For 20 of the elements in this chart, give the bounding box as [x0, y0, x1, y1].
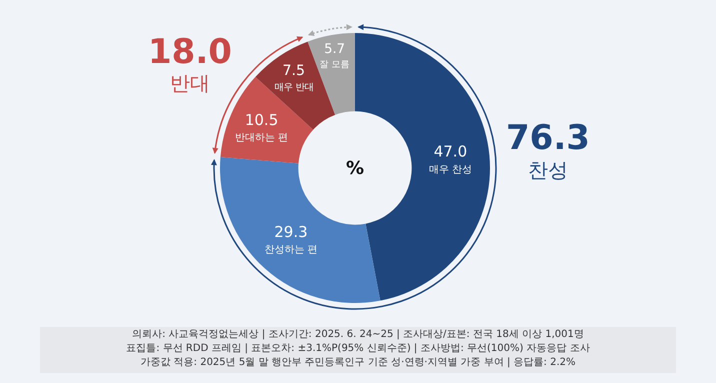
slice-label: 매우 찬성: [428, 164, 472, 176]
donut-slice: [220, 156, 380, 303]
donut-slice: [220, 76, 314, 164]
slice-label: 찬성하는 편: [264, 244, 318, 256]
slice-label: 잘 모름: [320, 60, 350, 70]
data-label: 5.7: [324, 42, 346, 58]
text: 의뢰사: 사교육걱정없는세상 | 조사기간: 2025. 6. 24~25 | 조사대상/표본: 전국 18세 이상 1,001명: [132, 329, 584, 340]
text: 반대: [170, 71, 210, 95]
slice-label: 매우 반대: [274, 82, 314, 93]
text: 표집틀: 무선 RDD 프레임 | 표본오차: ±3.1%P(95% 신뢰수준) | 조사방법: 무선(100%) 자동응답 조사: [126, 343, 590, 354]
text: 찬성: [528, 158, 568, 182]
data-label: 10.5: [244, 110, 278, 129]
slice-label: 반대하는 편: [234, 132, 288, 144]
text: 76.3: [506, 118, 590, 158]
text: %: [346, 158, 364, 179]
text: 18.0: [148, 32, 232, 72]
text: 가중값 적용: 2025년 5월 말 행안부 주민등록인구 기준 성·연령·지역별 가중 부여 | 응답률: 2.2%: [140, 357, 576, 368]
data-label: 47.0: [434, 142, 468, 161]
data-label: 7.5: [282, 63, 306, 80]
data-label: 29.3: [274, 223, 308, 241]
